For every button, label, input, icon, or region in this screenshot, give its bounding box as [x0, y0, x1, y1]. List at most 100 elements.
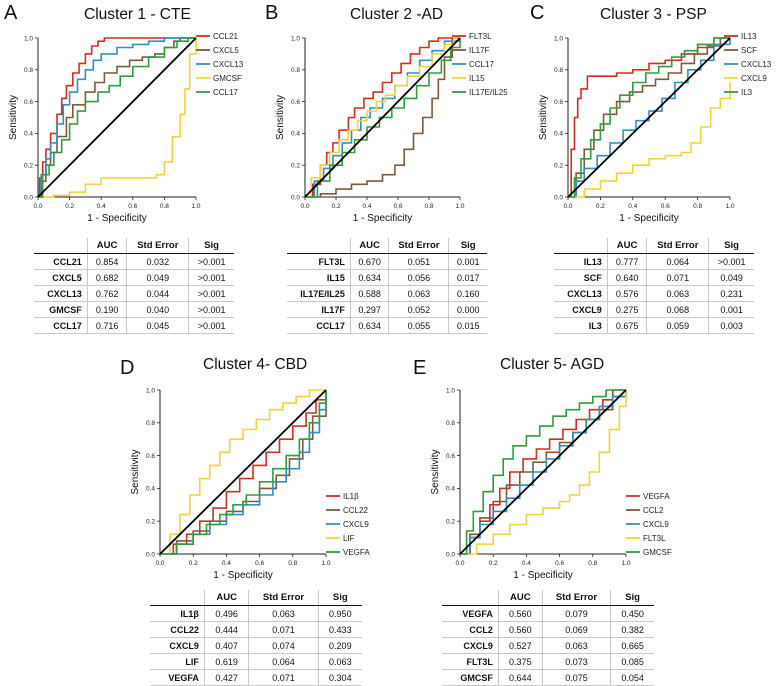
roc-curve-il15: [305, 37, 460, 198]
roc-curve-ccl21: [38, 37, 196, 198]
row-label: IL3: [554, 317, 608, 334]
table-cell: 0.444: [203, 621, 250, 638]
legend-label: IL17E/IL25: [469, 88, 508, 97]
roc-curve-ccl17: [38, 37, 196, 198]
legend-label: IL1β: [343, 492, 359, 501]
table-cell: 0.063: [541, 637, 612, 654]
y-tick-label: 0.4: [24, 131, 33, 138]
x-tick-label: 0.0: [300, 203, 309, 210]
table-cell: 0.950: [317, 605, 362, 622]
reference-diagonal: [159, 389, 327, 555]
stats-table-cluster-5: AUC Std Error Sig VEGFA 0.560 0.079 0.450 CCL2 0…: [442, 590, 654, 686]
roc-chart-cluster-3: 0.0 0.2 0.4 0.6 0.8 1.0 0.0 0.2 0.4 0.6 0.8 1.0 1 - …: [538, 32, 772, 224]
y-tick-label: 0.2: [554, 163, 563, 170]
table-row: IL3 0.675 0.059 0.003: [554, 317, 754, 334]
row-label: GMCSF: [442, 669, 499, 686]
table-cell: 0.054: [610, 669, 654, 686]
table-cell: 0.716: [86, 317, 128, 334]
legend-label: IL3: [741, 88, 753, 97]
table-cell: >0.001: [188, 317, 234, 334]
table-header-row: AUC Std Error Sig: [442, 590, 654, 606]
y-tick-label: 0.8: [554, 67, 563, 74]
legend-label: CXCL13: [213, 60, 244, 69]
x-tick-label: 0.8: [160, 203, 169, 210]
legend-label: FLT3L: [643, 534, 666, 543]
stats-table-cluster-4: AUC Std Error Sig IL1β 0.496 0.063 0.950 CCL22 0…: [150, 590, 362, 686]
table-cell: 0.074: [248, 637, 319, 654]
table-cell: 0.496: [203, 605, 250, 622]
table-row: GMCSF 0.644 0.075 0.054: [442, 669, 654, 686]
legend-label: CCL21: [213, 32, 238, 41]
stats-table-cluster-1: AUC Std Error Sig CCL21 0.854 0.032 >0.001 CXCL…: [34, 238, 234, 334]
y-tick-label: 0.6: [24, 99, 33, 106]
roc-curve-cxcl9: [568, 82, 731, 198]
table-row: CXCL5 0.682 0.049 >0.001: [34, 269, 234, 286]
y-tick-label: 0.0: [554, 194, 563, 201]
x-tick-label: 0.8: [588, 560, 597, 567]
y-axis-label: Sensitivity: [8, 95, 19, 140]
roc-curve-cxcl9: [460, 390, 627, 555]
x-tick-label: 0.0: [155, 560, 164, 567]
x-tick-label: 0.2: [596, 203, 605, 210]
x-tick-label: 0.2: [489, 560, 498, 567]
table-cell: 0.079: [541, 605, 612, 622]
y-tick-label: 1.0: [24, 35, 33, 42]
table-cell: 0.075: [541, 669, 612, 686]
table-cell: 0.382: [610, 621, 654, 638]
roc-curve-il3: [568, 37, 730, 198]
row-label: CXCL9: [150, 637, 205, 654]
y-tick-label: 1.0: [446, 387, 455, 394]
y-tick-label: 0.4: [446, 486, 455, 493]
y-tick-label: 0.2: [24, 163, 33, 170]
row-label: CCL22: [150, 621, 205, 638]
table-row: CCL21 0.854 0.032 >0.001: [34, 253, 234, 270]
table-cell: 0.003: [708, 317, 754, 334]
legend-label: CXCL9: [741, 74, 767, 83]
table-row: CCL2 0.560 0.069 0.382: [442, 621, 654, 638]
table-cell: 0.634: [349, 317, 390, 334]
table-row: FLT3L 0.670 0.051 0.001: [287, 253, 487, 270]
y-tick-label: 0.4: [554, 131, 563, 138]
x-tick-label: 1.0: [725, 203, 734, 210]
roc-curve-vegfa: [160, 390, 327, 555]
legend-label: GMCSF: [643, 548, 672, 557]
stats-table-cluster-2: AUC Std Error Sig FLT3L 0.670 0.051 0.001 IL15 0…: [287, 238, 487, 334]
legend-label: CCL2: [643, 506, 664, 515]
reference-diagonal: [304, 37, 461, 198]
chart-title: Cluster 1 - CTE: [84, 6, 191, 23]
table-row: IL17E/IL25 0.588 0.063 0.160: [287, 285, 487, 302]
x-tick-label: 0.6: [128, 203, 137, 210]
table-row: CXCL9 0.407 0.074 0.209: [150, 637, 362, 654]
legend-label: GMCSF: [213, 74, 242, 83]
legend-label: CCL22: [343, 506, 368, 515]
legend-label: VEGFA: [343, 548, 370, 557]
legend-label: IL17F: [469, 46, 490, 55]
table-row: VEGFA 0.560 0.079 0.450: [442, 605, 654, 622]
table-cell: 0.427: [203, 669, 250, 686]
legend-label: CXCL5: [213, 46, 239, 55]
x-tick-label: 0.2: [65, 203, 74, 210]
table-row: SCF 0.640 0.071 0.049: [554, 269, 754, 286]
y-axis-label: Sensitivity: [538, 95, 549, 140]
y-tick-label: 0.0: [146, 551, 155, 558]
chart-title: Cluster 4- CBD: [203, 356, 308, 373]
table-row: CXCL9 0.275 0.068 0.001: [554, 301, 754, 318]
roc-curve-il13: [568, 37, 730, 198]
panel-letter: A: [4, 2, 18, 24]
roc-curve-cxcl13: [568, 38, 731, 198]
row-label: VEGFA: [442, 605, 499, 622]
roc-curve-flt3l: [460, 390, 627, 555]
x-tick-label: 0.6: [255, 560, 264, 567]
roc-chart-cluster-2: 0.0 0.2 0.4 0.6 0.8 1.0 0.0 0.2 0.4 0.6 0.8 1.0 1 - …: [275, 32, 508, 224]
y-tick-label: 0.8: [146, 420, 155, 427]
table-cell: 0.063: [317, 653, 362, 670]
chart-title: Cluster 3 - PSP: [600, 6, 707, 23]
y-tick-label: 0.0: [24, 194, 33, 201]
table-cell: 0.063: [248, 605, 319, 622]
table-cell: 0.644: [497, 669, 543, 686]
table-cell: 0.209: [317, 637, 362, 654]
panel-letter: D: [120, 357, 135, 379]
y-tick-label: 0.0: [291, 194, 300, 201]
table-cell: 0.071: [248, 621, 319, 638]
roc-curve-gmcsf: [38, 38, 197, 198]
